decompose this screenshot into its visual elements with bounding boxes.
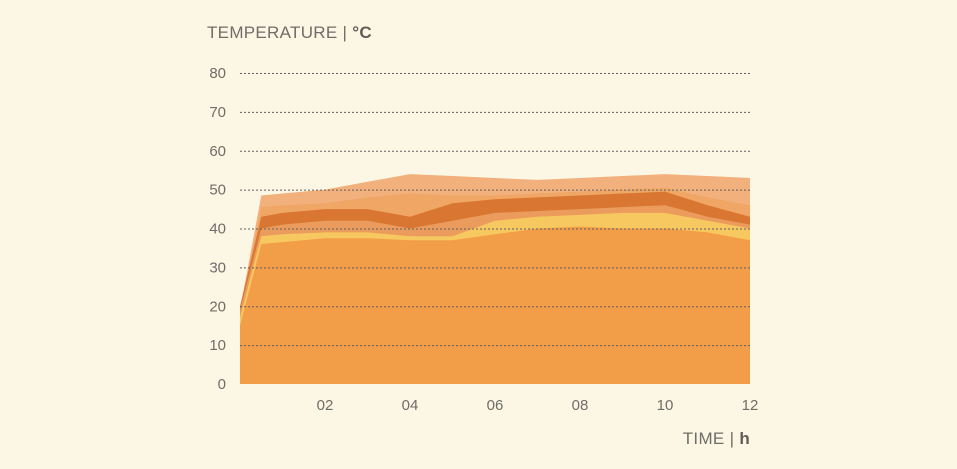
x-tick-label: 04 (402, 397, 419, 414)
gridlines (240, 73, 750, 347)
x-axis-ticks: 02 04 06 08 10 12 (317, 397, 759, 414)
x-tick-label: 10 (657, 397, 674, 414)
y-axis-title: TEMPERATURE | °C (207, 23, 372, 42)
area-series-6 (240, 226, 750, 384)
y-tick-label: 40 (209, 221, 226, 238)
y-tick-label: 0 (218, 376, 226, 393)
y-tick-label: 30 (209, 259, 226, 276)
x-axis-title: TIME | h (683, 429, 750, 448)
y-tick-label: 50 (209, 182, 226, 199)
x-tick-label: 12 (742, 397, 759, 414)
x-tick-label: 08 (572, 397, 589, 414)
x-tick-label: 06 (487, 397, 504, 414)
y-tick-label: 60 (209, 143, 226, 160)
y-tick-label: 10 (209, 337, 226, 354)
x-axis-title-text: TIME | (683, 429, 740, 448)
y-tick-label: 70 (209, 104, 226, 121)
y-tick-label: 20 (209, 298, 226, 315)
x-tick-label: 02 (317, 397, 334, 414)
y-axis-ticks: 0 10 20 30 40 50 60 70 80 (209, 65, 226, 393)
y-tick-label: 80 (209, 65, 226, 82)
area-series-layer (240, 174, 750, 384)
x-axis-unit: h (739, 429, 750, 448)
y-axis-unit: °C (352, 23, 372, 42)
y-axis-title-text: TEMPERATURE | (207, 23, 352, 42)
